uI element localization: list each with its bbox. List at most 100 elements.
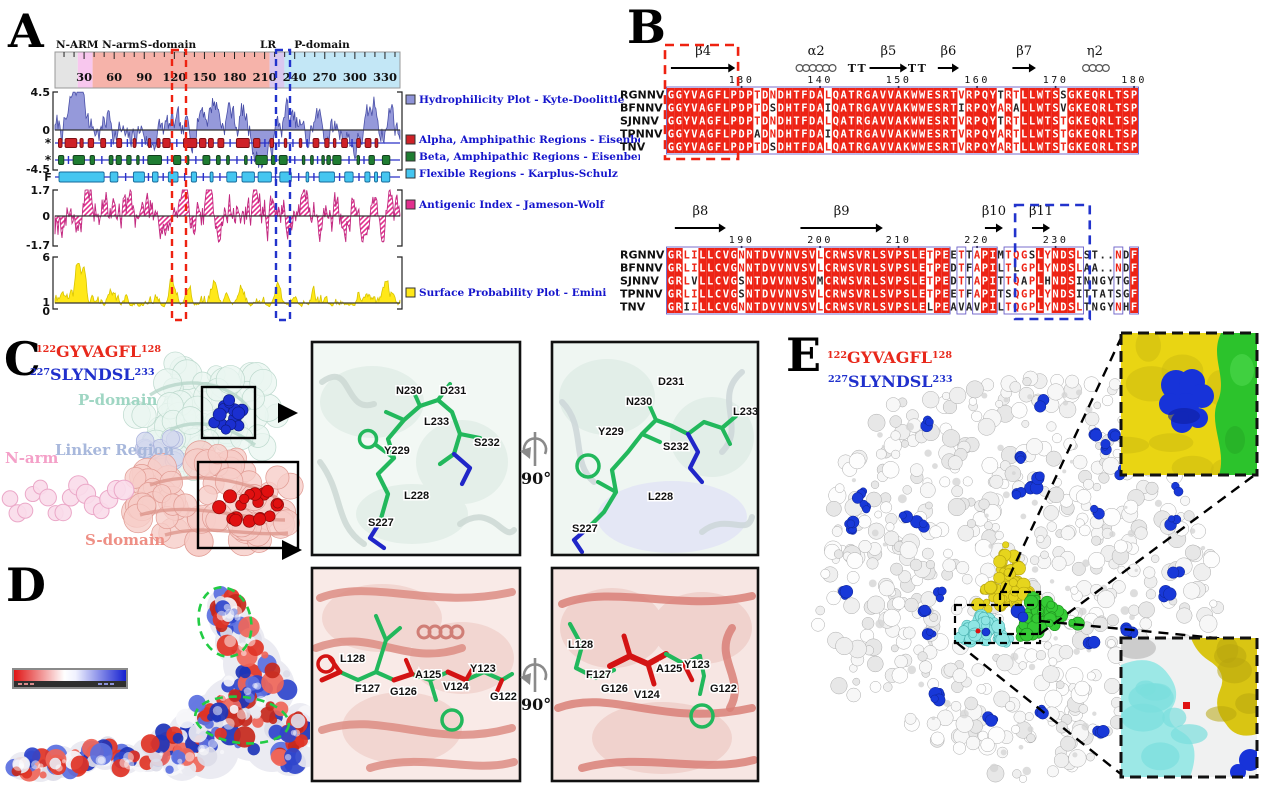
svg-text:V: V <box>770 302 777 314</box>
svg-text:V: V <box>888 289 895 301</box>
svg-text:T: T <box>1107 289 1113 301</box>
svg-text:T: T <box>848 90 854 102</box>
svg-text:W: W <box>919 142 926 154</box>
svg-text:G: G <box>668 142 674 154</box>
svg-text:N: N <box>1092 276 1098 288</box>
svg-text:L233: L233 <box>424 416 449 428</box>
svg-text:Q: Q <box>982 142 988 154</box>
svg-text:N: N <box>746 302 752 314</box>
svg-text:T: T <box>1092 250 1098 262</box>
svg-text:RGNNV: RGNNV <box>620 249 665 262</box>
legend-item: Antigenic Index - Jameson-Wolf <box>405 199 606 211</box>
svg-text:N: N <box>738 250 744 262</box>
svg-text:α2: α2 <box>808 44 825 59</box>
svg-text:S: S <box>1123 129 1129 141</box>
svg-text:T: T <box>997 276 1003 288</box>
svg-text:D: D <box>762 302 768 314</box>
svg-text:T: T <box>950 142 956 154</box>
panel-c-structure: 122GYVAGFL128 227SLYNDSL233 P-domain Linker… <box>1 342 304 560</box>
svg-text:D: D <box>738 90 744 102</box>
svg-text:S-domain: S-domain <box>140 39 197 51</box>
svg-text:L: L <box>872 263 878 275</box>
svg-text:P: P <box>974 90 980 102</box>
svg-text:V: V <box>888 250 895 262</box>
svg-text:H: H <box>786 116 792 128</box>
svg-text:30: 30 <box>76 70 92 84</box>
svg-text:S: S <box>935 103 941 115</box>
svg-text:F: F <box>801 129 807 141</box>
svg-text:T: T <box>1115 103 1121 115</box>
svg-text:T: T <box>950 90 956 102</box>
svg-text:W: W <box>840 276 847 288</box>
svg-text:P: P <box>731 116 737 128</box>
svg-text:T: T <box>1115 116 1121 128</box>
svg-text:R: R <box>943 103 950 115</box>
svg-text:C: C <box>715 276 721 288</box>
svg-text:L: L <box>723 90 729 102</box>
svg-text:S: S <box>1052 103 1058 115</box>
svg-text:G: G <box>864 103 870 115</box>
svg-text:L: L <box>825 116 831 128</box>
svg-text:S: S <box>935 142 941 154</box>
svg-text:E: E <box>1084 129 1090 141</box>
panel-a-label: A <box>8 4 44 58</box>
svg-text:G: G <box>707 103 713 115</box>
svg-text:V: V <box>880 116 887 128</box>
svg-text:D: D <box>778 116 784 128</box>
svg-text:β9: β9 <box>834 204 850 219</box>
svg-text:L128: L128 <box>340 653 365 665</box>
svg-text:P-domain: P-domain <box>294 39 350 51</box>
svg-text:6: 6 <box>42 251 50 264</box>
svg-text:A: A <box>1013 103 1020 115</box>
svg-text:G: G <box>707 116 713 128</box>
svg-text:R: R <box>966 103 973 115</box>
svg-text:D: D <box>809 116 815 128</box>
zoom-box-bottom <box>953 603 1042 645</box>
svg-text:G: G <box>1068 116 1074 128</box>
svg-text:T: T <box>966 250 972 262</box>
svg-text:V: V <box>809 289 816 301</box>
svg-text:P-domain: P-domain <box>78 391 157 409</box>
svg-text:T: T <box>793 129 799 141</box>
svg-text:G: G <box>1100 276 1106 288</box>
svg-text:T: T <box>966 276 972 288</box>
svg-text:R: R <box>864 302 871 314</box>
svg-text:H: H <box>1045 276 1051 288</box>
svg-text:β7: β7 <box>1016 44 1032 59</box>
svg-text:T: T <box>1013 129 1019 141</box>
svg-text:N: N <box>1052 276 1058 288</box>
svg-text:V124: V124 <box>443 681 470 693</box>
svg-text:F: F <box>1131 250 1137 262</box>
svg-text:H: H <box>786 90 792 102</box>
svg-text:E: E <box>927 142 933 154</box>
svg-text:S: S <box>1068 250 1074 262</box>
svg-text:G: G <box>707 142 713 154</box>
svg-text:L: L <box>1021 129 1027 141</box>
svg-text:D: D <box>1123 250 1129 262</box>
svg-text:F: F <box>715 142 721 154</box>
svg-text:D: D <box>809 129 815 141</box>
svg-text:N: N <box>1115 302 1121 314</box>
svg-text:L: L <box>1076 263 1082 275</box>
svg-text:L: L <box>911 263 917 275</box>
panel-c-label: C <box>4 332 41 386</box>
svg-text:S: S <box>770 142 776 154</box>
svg-text:330: 330 <box>373 70 397 84</box>
svg-text:A: A <box>1021 276 1028 288</box>
svg-text:V: V <box>809 250 816 262</box>
svg-text:T: T <box>848 142 854 154</box>
inset-gyvagfl-buried <box>1121 638 1257 777</box>
svg-text:122GYVAGFL128: 122GYVAGFL128 <box>36 342 161 361</box>
svg-text:Q: Q <box>1092 103 1098 115</box>
svg-text:Y: Y <box>990 116 997 128</box>
svg-text:W: W <box>911 90 918 102</box>
closeup-box: S227 L228 Y229 N230 D231 S232 L233 <box>552 342 760 555</box>
svg-text:140: 140 <box>807 75 833 86</box>
svg-text:A: A <box>974 276 981 288</box>
svg-text:E: E <box>927 116 933 128</box>
svg-text:A125: A125 <box>656 663 682 675</box>
svg-text:G: G <box>668 129 674 141</box>
svg-text:P: P <box>895 263 901 275</box>
svg-text:P: P <box>895 276 901 288</box>
slyndsl-patches <box>838 394 1185 739</box>
